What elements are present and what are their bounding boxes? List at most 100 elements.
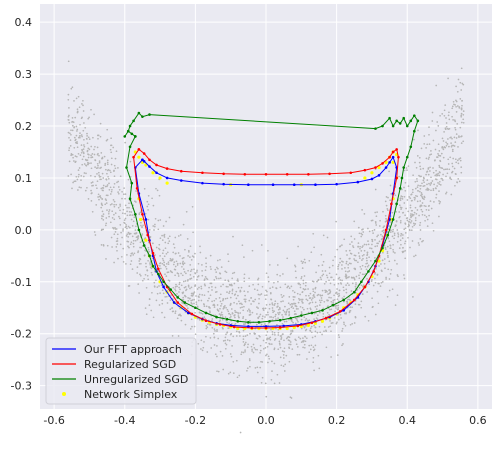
bg-point (330, 330, 332, 333)
bg-point (393, 234, 396, 237)
bg-point (293, 296, 296, 298)
bg-point (133, 232, 136, 235)
regularized-sgd-point (137, 148, 141, 151)
bg-point (184, 304, 187, 306)
bg-point (307, 311, 310, 314)
bg-point (232, 372, 235, 374)
bg-point (345, 262, 348, 265)
bg-point (75, 134, 78, 137)
bg-point (158, 285, 160, 287)
bg-point (254, 367, 257, 369)
bg-point (297, 245, 299, 248)
bg-point (432, 139, 435, 142)
y-tick-label: 0.3 (15, 68, 33, 81)
bg-point (417, 129, 419, 132)
bg-point (76, 130, 78, 132)
unregularized-sgd-point (123, 135, 127, 138)
unregularized-sgd-point (130, 132, 134, 136)
bg-point (229, 284, 231, 287)
bg-point (225, 271, 228, 274)
bg-point (128, 233, 131, 235)
bg-point (421, 213, 424, 216)
bg-point (353, 258, 355, 260)
bg-point (320, 299, 323, 302)
bg-point (397, 275, 399, 278)
regularized-sgd-point (141, 212, 144, 216)
bg-point (249, 322, 252, 325)
bg-point (318, 304, 321, 306)
bg-point (308, 344, 311, 347)
bg-point (424, 219, 426, 222)
bg-point (425, 188, 428, 191)
bg-point (264, 307, 267, 310)
bg-point (417, 184, 419, 187)
bg-point (106, 209, 108, 211)
bg-point (101, 197, 104, 200)
bg-point (126, 227, 128, 230)
bg-point (270, 298, 273, 301)
bg-point (294, 264, 296, 267)
bg-point (155, 279, 157, 282)
bg-point (232, 360, 235, 363)
bg-point (271, 370, 273, 372)
bg-point (129, 232, 132, 235)
bg-point (71, 86, 74, 89)
bg-point (299, 283, 302, 286)
bg-point (344, 267, 346, 269)
bg-point (229, 296, 232, 299)
bg-point (113, 213, 115, 216)
bg-point (302, 337, 304, 339)
bg-point (434, 174, 437, 177)
our-fft-approach-point (370, 177, 374, 181)
bg-point (345, 291, 348, 294)
bg-point (376, 274, 379, 276)
regularized-sgd-point (156, 267, 160, 271)
bg-point (303, 258, 306, 261)
bg-point (360, 300, 363, 303)
bg-point (96, 180, 99, 183)
bg-point (350, 235, 353, 238)
bg-point (338, 294, 341, 297)
bg-point (436, 156, 439, 158)
bg-point (446, 172, 449, 175)
bg-point (200, 299, 203, 302)
bg-point (273, 331, 276, 334)
regularized-sgd-point (296, 324, 300, 328)
bg-point (294, 338, 297, 341)
bg-point (164, 241, 167, 244)
bg-point (182, 268, 185, 270)
bg-point (207, 290, 210, 293)
bg-point (243, 256, 245, 258)
bg-point (201, 313, 204, 315)
our-fft-approach-point (201, 181, 204, 185)
bg-point (210, 347, 213, 349)
bg-point (376, 290, 379, 293)
bg-point (215, 277, 218, 280)
bg-point (366, 259, 368, 262)
bg-point (158, 304, 161, 306)
bg-point (108, 210, 110, 213)
bg-point (232, 235, 234, 238)
bg-point (262, 307, 264, 310)
bg-point (274, 302, 276, 305)
bg-point (126, 233, 129, 236)
bg-point (390, 193, 392, 195)
bg-point (265, 289, 267, 292)
bg-point (137, 251, 139, 254)
regularized-sgd-point (374, 166, 377, 169)
bg-point (437, 182, 439, 184)
bg-point (326, 276, 329, 279)
bg-point (247, 343, 249, 346)
bg-point (222, 299, 224, 302)
bg-point (301, 267, 304, 269)
bg-point (209, 337, 212, 339)
bg-point (407, 236, 409, 239)
bg-point (194, 285, 196, 288)
bg-point (396, 274, 399, 276)
bg-point (187, 285, 190, 288)
bg-point (229, 317, 231, 319)
bg-point (314, 326, 317, 329)
bg-point (273, 382, 276, 385)
bg-point (161, 234, 163, 237)
